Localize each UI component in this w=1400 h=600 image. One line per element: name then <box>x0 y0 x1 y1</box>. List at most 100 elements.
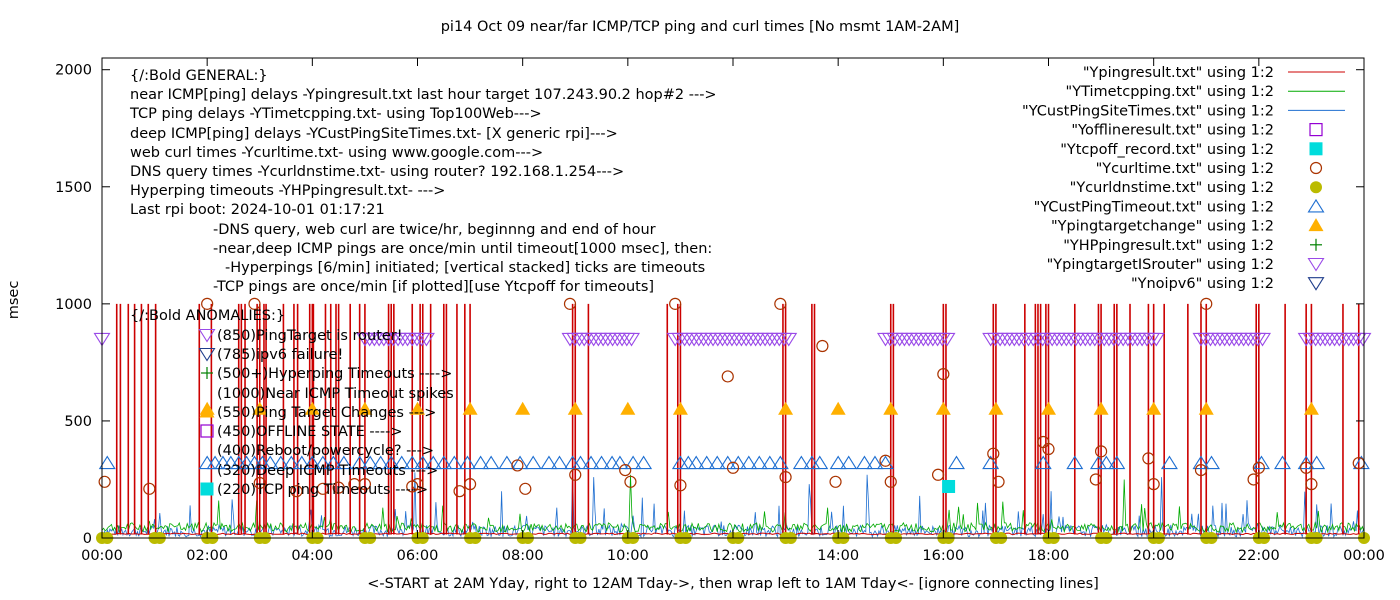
deep-icmp-timeout-marker <box>414 455 432 470</box>
ping-target-router-marker <box>780 332 798 347</box>
deep-icmp-timeout-marker <box>1160 455 1178 470</box>
annotation-text: {/:Bold GENERAL:} <box>130 68 268 84</box>
ping-target-change-marker <box>252 401 268 415</box>
deep-icmp-timeout-marker <box>1274 455 1291 470</box>
deep-icmp-timeout-marker <box>324 455 342 470</box>
deep-icmp-timeout-marker <box>372 455 390 470</box>
curl-time-marker <box>726 461 740 474</box>
curl-time-marker <box>674 479 687 492</box>
legend-label: "Ycurltime.txt" using 1:2 <box>1096 161 1274 177</box>
curl-time-marker <box>987 447 1000 460</box>
deep-icmp-timeout-marker <box>198 455 216 470</box>
legend-marker <box>1309 161 1323 175</box>
curl-time-marker <box>519 482 532 495</box>
deep-icmp-timeout-marker <box>572 455 590 470</box>
deep-icmp-timeout-marker <box>635 455 653 470</box>
legend-marker <box>1309 122 1323 137</box>
y-tick-label: 500 <box>64 414 92 430</box>
plot-frame <box>101 57 1365 539</box>
deep-icmp-timeout-marker <box>1066 455 1084 470</box>
ping-target-router-marker <box>623 332 641 347</box>
ping-target-change-marker <box>304 401 320 415</box>
curl-time-marker <box>669 297 682 310</box>
ping-target-change-marker <box>620 401 636 415</box>
deep-icmp-timeout-marker <box>351 455 369 470</box>
ping-target-change-marker <box>1303 401 1319 415</box>
legend-label: "Ypingresult.txt" using 1:2 <box>1083 65 1274 81</box>
deep-icmp-timeout-marker <box>335 455 353 470</box>
deep-icmp-timeout-marker <box>524 455 542 470</box>
annotation-text: (320)Deep ICMP Timeouts ---> <box>217 463 438 479</box>
x-tick-label: 18:00 <box>1028 548 1070 564</box>
curl-time-marker <box>316 482 329 495</box>
ping-target-change-marker <box>1093 401 1109 415</box>
annotation-key-marker <box>200 424 214 438</box>
deep-icmp-timeout-marker <box>624 455 642 470</box>
deep-icmp-timeout-marker <box>1108 455 1126 470</box>
annotation-text: TCP ping delays -YTimetcpping.txt- using… <box>129 106 542 122</box>
ping-target-router-marker <box>417 332 435 347</box>
annotation-text: {/:Bold ANOMALIES:} <box>130 308 285 324</box>
deep-icmp-timeout-marker <box>511 455 529 470</box>
deep-icmp-timeout-marker <box>435 455 453 470</box>
ping-target-change-marker <box>567 401 583 415</box>
ping-target-change-marker <box>778 401 794 415</box>
curl-time-marker <box>332 481 345 494</box>
legend-label: "YHPpingresult.txt" using 1:2 <box>1063 238 1274 254</box>
curl-time-marker <box>569 468 582 481</box>
curl-time-marker <box>624 475 637 488</box>
curl-time-marker <box>1089 473 1102 486</box>
curl-time-marker <box>1042 442 1055 456</box>
x-tick-label: 02:00 <box>186 548 228 564</box>
deep-icmp-timeout-marker <box>445 455 463 470</box>
curl-time-marker <box>1300 461 1313 474</box>
curl-time-marker <box>884 475 897 488</box>
annotation-key-marker <box>199 404 215 418</box>
deep-icmp-timeout-marker <box>582 455 600 470</box>
deep-icmp-timeout-marker <box>540 455 558 470</box>
deep-icmp-timeout-marker <box>1203 455 1221 470</box>
legend-label: "YCustPingTimeout.txt" using 1:2 <box>1034 199 1274 215</box>
annotation-text: Hyperping timeouts -YHPpingresult.txt- -… <box>130 183 445 199</box>
x-tick-label: 12:00 <box>712 548 754 564</box>
curl-time-marker <box>879 454 892 467</box>
legend-marker <box>1308 218 1324 232</box>
y-tick-label: 0 <box>83 531 92 547</box>
annotation-text: Last rpi boot: 2024-10-01 01:17:21 <box>130 202 385 218</box>
legend-label: "YTimetcpping.txt" using 1:2 <box>1066 84 1274 100</box>
curl-time-marker <box>453 485 466 498</box>
curl-time-marker <box>290 485 303 498</box>
deep-icmp-timeout-marker <box>303 455 321 470</box>
curl-time-marker <box>358 478 372 491</box>
deep-icmp-timeout-marker <box>876 455 894 470</box>
deep-icmp-timeout-marker <box>282 455 300 470</box>
ping-target-change-marker <box>357 401 373 415</box>
annotation-text: -near,deep ICMP pings are once/min until… <box>213 241 712 257</box>
legend-label: "Ynoipv6" using 1:2 <box>1131 276 1274 292</box>
deep-icmp-timeout-marker <box>840 455 858 470</box>
deep-icmp-timeout-marker <box>792 455 810 470</box>
x-tick-label: 10:00 <box>607 548 649 564</box>
annotation-text: (500+)Hyperping Timeouts ----> <box>217 366 452 382</box>
x-tick-label: 14:00 <box>817 548 859 564</box>
ping-target-router-marker <box>1354 332 1372 347</box>
ping-target-change-marker <box>1146 401 1162 415</box>
annotation-text: near ICMP[ping] delays -Ypingresult.txt … <box>130 87 717 103</box>
deep-icmp-timeout-marker <box>761 455 779 470</box>
legend-marker <box>1307 277 1325 291</box>
deep-icmp-timeout-marker <box>361 455 379 470</box>
annotation-text: -DNS query, web curl are twice/hr, begin… <box>213 222 656 238</box>
x-ticks: 00:00 02:00 04:00 06:00 08:00 10:00 12:00 14:00… <box>81 58 1385 564</box>
ping-target-router-marker <box>1254 332 1272 347</box>
deep-icmp-timeout-marker <box>866 455 884 470</box>
legend-label: "YpingtargetISrouter" using 1:2 <box>1047 257 1274 273</box>
curl-time-marker <box>721 370 734 383</box>
deep-icmp-timeout-marker <box>393 455 411 470</box>
legend-label: "Yofflineresult.txt" using 1:2 <box>1071 123 1274 139</box>
x-tick-label: 22:00 <box>1238 548 1280 564</box>
annotation-key-marker <box>198 328 216 343</box>
deep-icmp-timeout-marker <box>293 455 311 470</box>
deep-icmp-timeout-marker <box>458 455 476 470</box>
legend-marker <box>1307 257 1325 272</box>
curl-time-marker <box>619 463 632 477</box>
